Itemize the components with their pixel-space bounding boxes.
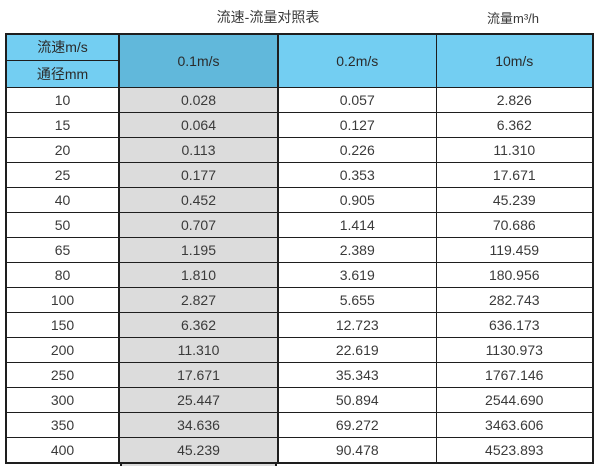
flow-value-cell: 636.173: [435, 312, 594, 338]
flow-value-cell: 1.414: [277, 212, 437, 238]
flow-value-cell: 17.671: [435, 162, 594, 188]
column-header-10ms: 10m/s: [435, 33, 594, 88]
table-row: 10 0.028 0.057 2.826: [5, 87, 594, 113]
flow-value-cell: 70.686: [435, 212, 594, 238]
flow-value-cell: 12.723: [277, 312, 437, 338]
diameter-cell: 50: [5, 212, 120, 238]
flow-value-cell: 0.028: [118, 87, 279, 113]
table-row: 20 0.113 0.226 11.310: [5, 137, 594, 163]
flow-value-cell: 0.353: [277, 162, 437, 188]
table-body: 10 0.028 0.057 2.826 15 0.064 0.127 6.362 20 0.11…: [5, 87, 594, 464]
flow-value-cell: 0.057: [277, 87, 437, 113]
flow-value-cell: 1.810: [118, 262, 279, 288]
flow-value-cell: 45.239: [435, 187, 594, 213]
table-row: 350 34.636 69.272 3463.606: [5, 412, 594, 438]
highlight-column-overhang: [120, 464, 277, 466]
corner-header-cell: 流速m/s 通径mm: [5, 33, 120, 88]
diameter-axis-label: 通径mm: [36, 66, 89, 82]
flow-value-cell: 50.894: [277, 387, 437, 413]
table-row: 400 45.239 90.478 4523.893: [5, 437, 594, 464]
flow-value-cell: 2.827: [118, 287, 279, 313]
flow-value-cell: 11.310: [435, 137, 594, 163]
diameter-cell: 400: [5, 437, 120, 464]
diameter-cell: 20: [5, 137, 120, 163]
table-title: 流速-流量对照表: [216, 9, 320, 25]
flow-value-cell: 1767.146: [435, 362, 594, 388]
flow-value-cell: 6.362: [435, 112, 594, 138]
flow-value-cell: 0.113: [118, 137, 279, 163]
flow-value-cell: 6.362: [118, 312, 279, 338]
flow-value-cell: 2.826: [435, 87, 594, 113]
diameter-cell: 250: [5, 362, 120, 388]
flow-value-cell: 0.905: [277, 187, 437, 213]
diameter-cell: 15: [5, 112, 120, 138]
diameter-cell: 200: [5, 337, 120, 363]
table-header: 流速m/s 通径mm 0.1m/s 0.2m/s 10m/s: [5, 33, 594, 88]
table-row: 65 1.195 2.389 119.459: [5, 237, 594, 263]
flow-rate-table: 流速m/s 通径mm 0.1m/s 0.2m/s 10m/s 10 0.028 0.…: [5, 33, 594, 464]
column-header-0-1ms: 0.1m/s: [118, 33, 279, 88]
flow-value-cell: 35.343: [277, 362, 437, 388]
table-row: 25 0.177 0.353 17.671: [5, 162, 594, 188]
flow-value-cell: 17.671: [118, 362, 279, 388]
flow-value-cell: 282.743: [435, 287, 594, 313]
diameter-cell: 150: [5, 312, 120, 338]
header-row: 流速m/s 通径mm 0.1m/s 0.2m/s 10m/s: [5, 33, 594, 88]
table-row: 15 0.064 0.127 6.362: [5, 112, 594, 138]
velocity-axis-label: 流速m/s: [7, 35, 118, 61]
diameter-cell: 40: [5, 187, 120, 213]
flow-unit-label: 流量m³/h: [486, 11, 540, 26]
diameter-cell: 350: [5, 412, 120, 438]
flow-value-cell: 25.447: [118, 387, 279, 413]
flow-value-cell: 45.239: [118, 437, 279, 464]
flow-value-cell: 0.177: [118, 162, 279, 188]
flow-value-cell: 180.956: [435, 262, 594, 288]
table-row: 80 1.810 3.619 180.956: [5, 262, 594, 288]
flow-value-cell: 5.655: [277, 287, 437, 313]
flow-value-cell: 11.310: [118, 337, 279, 363]
flow-value-cell: 90.478: [277, 437, 437, 464]
flow-value-cell: 2.389: [277, 237, 437, 263]
table-row: 200 11.310 22.619 1130.973: [5, 337, 594, 363]
diameter-cell: 80: [5, 262, 120, 288]
flow-value-cell: 34.636: [118, 412, 279, 438]
table-row: 150 6.362 12.723 636.173: [5, 312, 594, 338]
table-row: 50 0.707 1.414 70.686: [5, 212, 594, 238]
diameter-cell: 65: [5, 237, 120, 263]
flow-value-cell: 0.127: [277, 112, 437, 138]
flow-value-cell: 0.452: [118, 187, 279, 213]
flow-value-cell: 0.707: [118, 212, 279, 238]
column-header-0-2ms: 0.2m/s: [277, 33, 437, 88]
flow-value-cell: 22.619: [277, 337, 437, 363]
flow-value-cell: 1.195: [118, 237, 279, 263]
flow-value-cell: 69.272: [277, 412, 437, 438]
flow-value-cell: 0.226: [277, 137, 437, 163]
flow-value-cell: 3.619: [277, 262, 437, 288]
table-row: 100 2.827 5.655 282.743: [5, 287, 594, 313]
flow-value-cell: 1130.973: [435, 337, 594, 363]
flow-value-cell: 3463.606: [435, 412, 594, 438]
flow-value-cell: 4523.893: [435, 437, 594, 464]
table-row: 300 25.447 50.894 2544.690: [5, 387, 594, 413]
flow-value-cell: 2544.690: [435, 387, 594, 413]
table-row: 40 0.452 0.905 45.239: [5, 187, 594, 213]
flow-value-cell: 0.064: [118, 112, 279, 138]
diameter-cell: 300: [5, 387, 120, 413]
title-bar: 流速-流量对照表 流量m³/h: [0, 0, 600, 33]
diameter-cell: 10: [5, 87, 120, 113]
table-row: 250 17.671 35.343 1767.146: [5, 362, 594, 388]
diameter-cell: 25: [5, 162, 120, 188]
diameter-cell: 100: [5, 287, 120, 313]
flow-value-cell: 119.459: [435, 237, 594, 263]
